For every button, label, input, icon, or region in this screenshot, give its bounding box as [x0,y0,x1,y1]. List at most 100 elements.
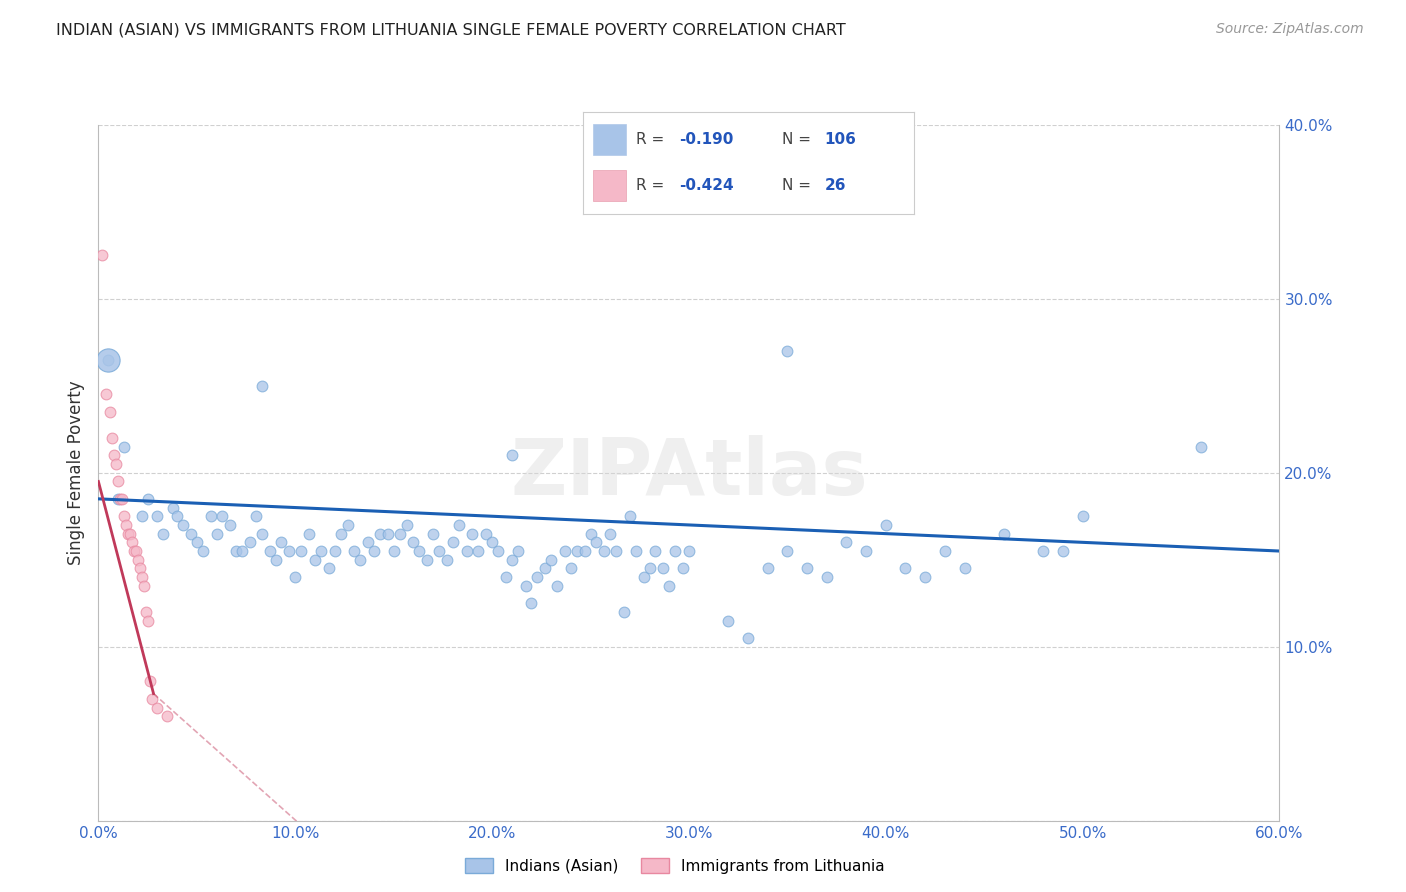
Point [422,526,444,541]
Point [122,544,145,558]
Point [141,692,163,706]
Point [835,535,858,549]
Point [111,491,134,506]
Point [152,526,174,541]
Point [132,579,155,593]
Point [117,526,139,541]
Point [131,509,153,524]
Text: 26: 26 [825,178,846,193]
Point [250,526,273,541]
Point [146,509,169,524]
Point [652,561,675,575]
Point [264,552,287,567]
Legend: Indians (Asian), Immigrants from Lithuania: Indians (Asian), Immigrants from Lithuan… [460,852,890,880]
Point [259,544,281,558]
Point [619,509,641,524]
Point [796,561,818,575]
Point [349,552,371,567]
Point [475,526,498,541]
Point [180,526,202,541]
Point [678,544,700,558]
Point [540,552,562,567]
Point [309,544,332,558]
Text: ZIPAtlas: ZIPAtlas [510,434,868,511]
Point [219,517,242,532]
Point [172,517,194,532]
Point [461,526,484,541]
Point [579,526,602,541]
Point [290,544,312,558]
Point [467,544,489,558]
Point [737,631,759,645]
Point [402,535,425,549]
Point [96,387,118,401]
Point [993,526,1015,541]
Point [103,448,125,462]
Point [396,517,419,532]
Point [776,343,799,358]
Point [574,544,596,558]
Point [200,509,222,524]
Y-axis label: Single Female Poverty: Single Female Poverty [66,381,84,565]
Point [875,517,897,532]
Text: INDIAN (ASIAN) VS IMMIGRANTS FROM LITHUANIA SINGLE FEMALE POVERTY CORRELATION CH: INDIAN (ASIAN) VS IMMIGRANTS FROM LITHUA… [56,22,846,37]
Point [211,509,233,524]
Text: R =: R = [637,178,669,193]
Point [546,579,568,593]
Point [357,535,380,549]
Point [98,405,121,419]
Point [481,535,503,549]
Point [565,544,588,558]
Point [112,440,135,454]
Point [146,700,169,714]
Point [245,509,267,524]
Point [1032,544,1054,558]
Point [515,579,537,593]
Point [115,517,138,532]
Point [506,544,529,558]
Point [526,570,548,584]
Point [343,544,366,558]
Point [107,491,129,506]
Point [894,561,917,575]
Point [250,378,273,392]
Point [278,544,301,558]
Point [138,674,160,689]
Text: -0.424: -0.424 [679,178,734,193]
Point [633,570,655,584]
Point [121,535,143,549]
Text: R =: R = [637,132,669,146]
Point [1071,509,1094,524]
Text: N =: N = [782,132,815,146]
Point [554,544,576,558]
Point [127,552,149,567]
Point [186,535,208,549]
Point [436,552,458,567]
Point [205,526,228,541]
Point [91,248,114,262]
Point [585,535,607,549]
Point [1189,440,1212,454]
Point [125,544,148,558]
Bar [593,170,627,201]
Point [382,544,405,558]
Point [225,544,247,558]
Point [756,561,779,575]
Point [599,526,621,541]
Point [534,561,557,575]
Point [914,570,936,584]
Point [717,614,740,628]
Text: 106: 106 [825,132,856,146]
Text: Source: ZipAtlas.com: Source: ZipAtlas.com [1216,22,1364,37]
Point [323,544,346,558]
Point [108,491,131,506]
Point [953,561,976,575]
Point [447,517,470,532]
Point [118,526,141,541]
Point [239,535,262,549]
Point [363,544,385,558]
Point [658,579,681,593]
Point [520,596,543,610]
Point [135,605,157,619]
Point [456,544,478,558]
